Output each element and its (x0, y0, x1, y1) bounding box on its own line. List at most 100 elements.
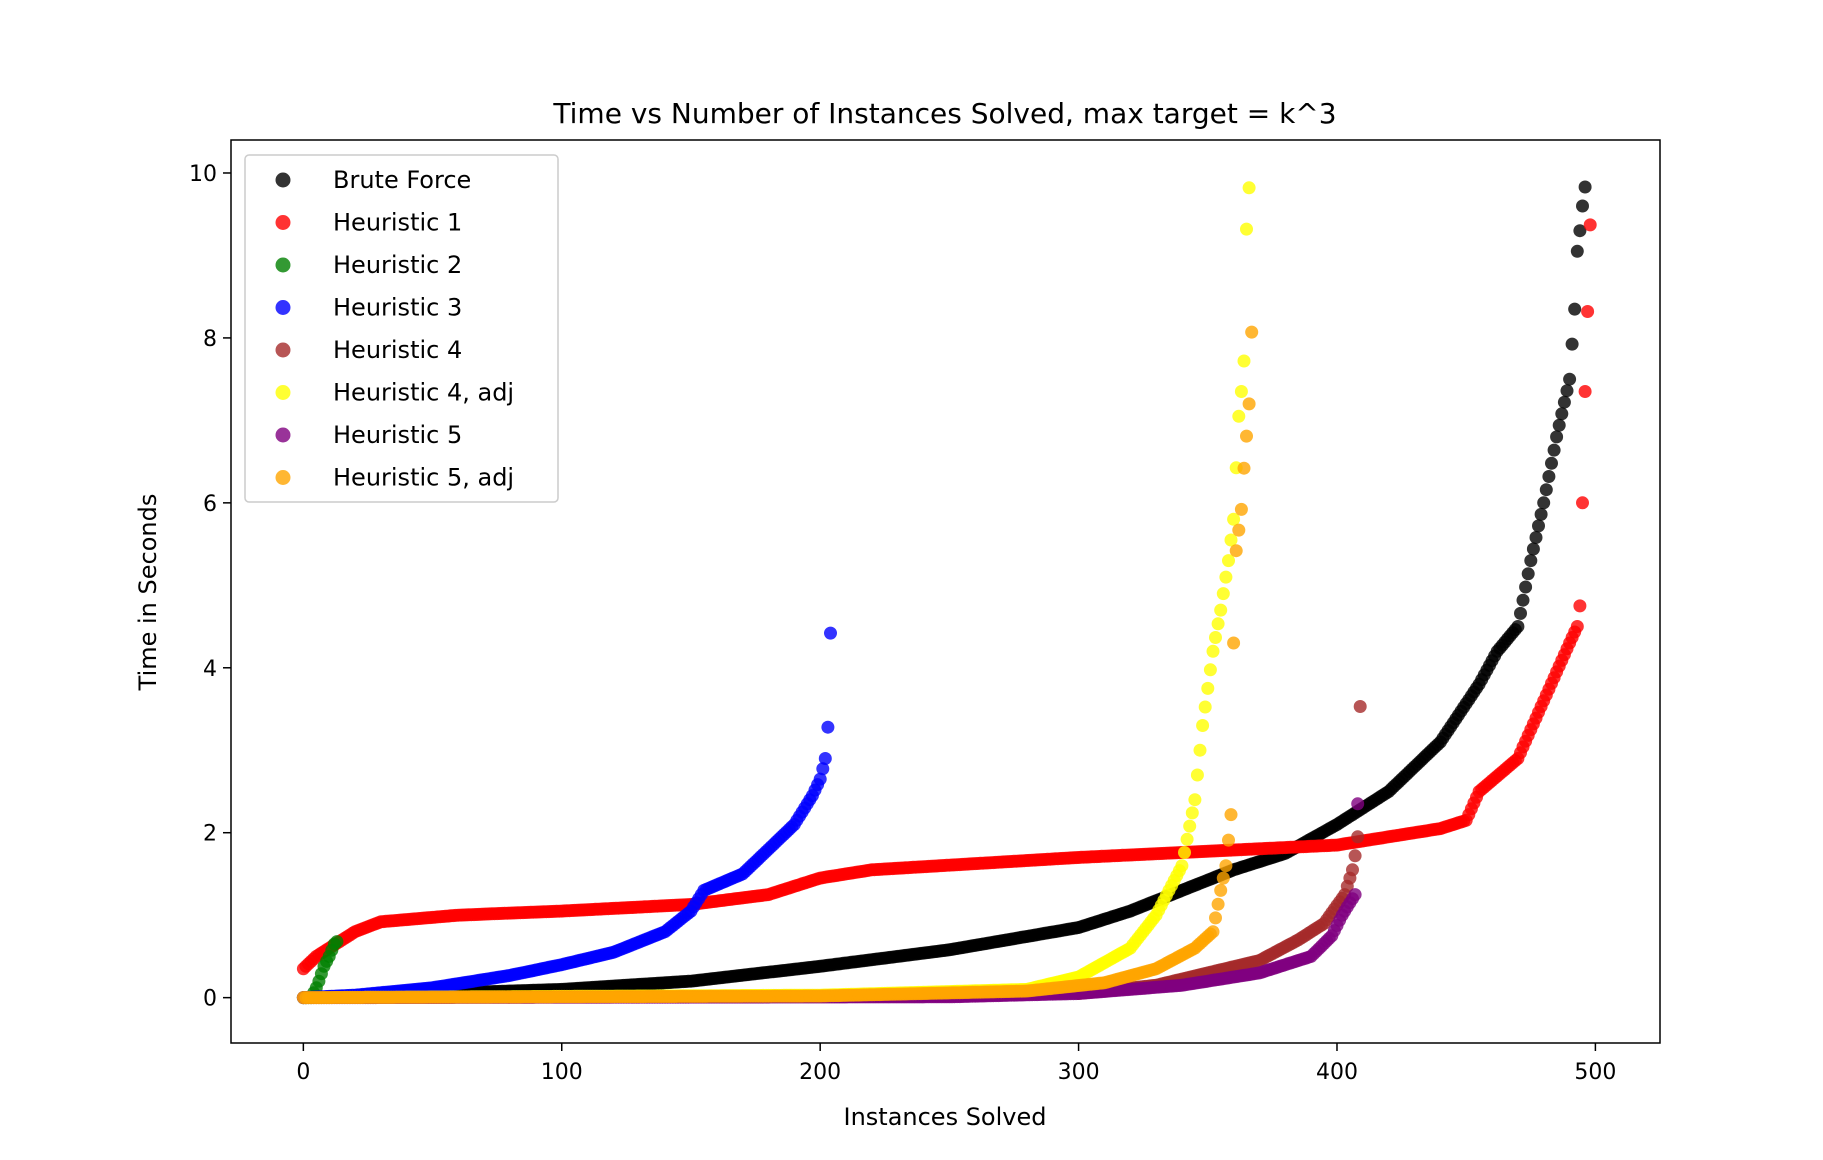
data-point (824, 626, 837, 640)
data-point (1242, 397, 1256, 411)
data-point (1180, 832, 1194, 846)
data-point (1560, 384, 1574, 398)
legend-box (244, 154, 559, 503)
data-point (1516, 593, 1530, 607)
y-tick-label: 2 (203, 822, 217, 847)
data-point (1570, 244, 1584, 258)
data-point (1578, 180, 1592, 194)
data-point (1206, 925, 1220, 939)
data-point (1227, 512, 1241, 526)
data-point (1190, 768, 1204, 782)
x-tick-label: 500 (1574, 1060, 1616, 1085)
y-tick-label: 4 (203, 657, 217, 682)
chart-title: Time vs Number of Instances Solved, max … (552, 97, 1336, 130)
axis-ticks: 0 100 200 300 400 500 0 2 4 6 8 10 (189, 162, 1616, 1085)
data-point (1573, 599, 1587, 613)
data-point (1578, 385, 1592, 398)
data-point (1232, 409, 1246, 423)
series-heuristic-1 (296, 218, 1597, 976)
data-point (1519, 580, 1533, 594)
data-point (1351, 797, 1365, 811)
data-point (1185, 806, 1199, 820)
data-point (1351, 830, 1365, 844)
y-axis-title: Time in Seconds (134, 494, 162, 692)
x-axis-title: Instances Solved (843, 1103, 1046, 1131)
data-point (1242, 181, 1256, 195)
data-point (1534, 507, 1548, 521)
data-point (1240, 429, 1253, 443)
data-point (1175, 859, 1189, 873)
data-point (1201, 681, 1215, 695)
data-point (1557, 395, 1571, 409)
data-point (1209, 911, 1222, 925)
data-point (1547, 443, 1561, 457)
data-point (1211, 617, 1225, 631)
data-point (1214, 603, 1228, 617)
data-point (1537, 496, 1551, 510)
data-point (1211, 897, 1225, 911)
data-point (813, 772, 827, 786)
legend-marker (275, 385, 291, 400)
series-heuristic-5-adj (296, 325, 1259, 1005)
data-point (1237, 461, 1251, 475)
data-point (1178, 846, 1191, 859)
legend-label: Heuristic 5, adj (333, 464, 514, 492)
data-point (1568, 302, 1582, 316)
y-tick-label: 6 (203, 492, 217, 517)
data-point (1526, 542, 1540, 556)
data-point (1216, 587, 1230, 601)
legend-marker (275, 172, 291, 188)
legend-marker (275, 300, 291, 315)
data-point (1570, 620, 1584, 633)
data-point (1576, 496, 1589, 510)
data-point (818, 752, 832, 765)
legend-label: Heuristic 4, adj (333, 379, 514, 407)
legend-label: Heuristic 3 (333, 294, 462, 322)
data-point (1521, 567, 1535, 581)
legend-label: Heuristic 2 (333, 251, 462, 279)
data-points (296, 180, 1597, 1005)
data-point (1545, 456, 1558, 470)
data-point (1222, 833, 1235, 847)
data-point (1229, 544, 1243, 558)
x-tick-label: 300 (1058, 1060, 1100, 1085)
legend-label: Heuristic 4 (333, 336, 462, 364)
data-point (1529, 531, 1543, 544)
data-point (1550, 430, 1564, 444)
data-point (1219, 859, 1233, 873)
data-point (1196, 719, 1210, 732)
data-point (1555, 407, 1569, 421)
data-point (1222, 554, 1235, 568)
legend: Brute Force Heuristic 1 Heuristic 2 Heurist… (244, 154, 559, 503)
x-tick-label: 200 (799, 1060, 841, 1085)
data-point (1346, 863, 1359, 877)
data-point (821, 720, 835, 734)
data-point (1542, 470, 1556, 483)
data-point (1183, 819, 1197, 833)
legend-label: Brute Force (333, 166, 471, 194)
data-point (1188, 793, 1202, 807)
legend-label: Heuristic 5 (333, 421, 462, 449)
data-point (1565, 337, 1579, 351)
data-point (1209, 631, 1222, 644)
data-point (1234, 502, 1248, 516)
data-point (1511, 620, 1525, 633)
data-point (1198, 700, 1212, 714)
data-point (1203, 663, 1217, 677)
data-point (1514, 606, 1527, 620)
x-tick-label: 0 (296, 1060, 310, 1085)
data-point (1576, 199, 1589, 213)
legend-marker (275, 257, 291, 273)
data-point (1583, 218, 1597, 232)
plot-area-frame (230, 139, 1661, 1044)
data-point (1206, 644, 1220, 658)
y-tick-label: 10 (189, 162, 217, 187)
data-point (1552, 418, 1566, 432)
data-point (1232, 523, 1246, 537)
data-point (1224, 808, 1238, 822)
x-tick-label: 400 (1316, 1060, 1358, 1085)
y-tick-label: 8 (203, 327, 217, 352)
data-point (1193, 743, 1207, 757)
y-tick-label: 0 (203, 987, 217, 1012)
data-point (1216, 871, 1230, 885)
